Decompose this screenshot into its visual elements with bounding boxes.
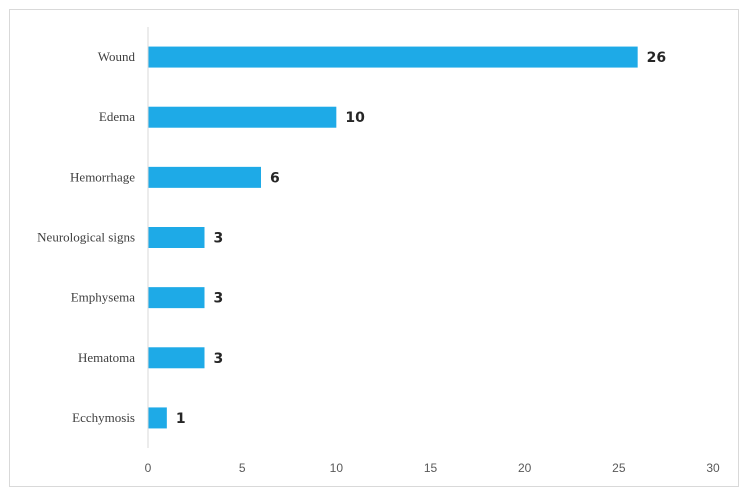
x-tick-label: 25 [612,461,626,475]
category-label: Wound [98,49,136,64]
x-tick-labels: 0 5 10 15 20 25 30 [145,461,720,475]
bar-neurological-signs [148,227,205,248]
category-labels: Wound Edema Hemorrhage Neurological signs Em… [37,49,135,425]
category-label: Edema [99,109,135,124]
bar-ecchymosis [148,407,167,429]
data-labels: 26 10 6 3 3 3 1 [176,50,666,427]
x-tick-label: 30 [706,461,720,475]
data-label: 3 [214,291,224,307]
category-label: Hemorrhage [70,169,135,184]
data-label: 6 [270,170,280,186]
bars-group [148,46,638,429]
x-tick-label: 0 [145,461,152,475]
data-label: 1 [176,411,186,427]
x-tick-label: 15 [424,461,438,475]
bar-hematoma [148,347,205,369]
chart-frame [9,9,739,487]
bar-emphysema [148,287,205,309]
data-label: 3 [214,231,224,247]
x-tick-label: 20 [518,461,532,475]
data-label: 10 [345,110,365,126]
bar-edema [148,106,337,128]
x-tick-label: 10 [330,461,344,475]
category-label: Ecchymosis [72,410,135,425]
data-label: 3 [214,351,224,367]
bar-hemorrhage [148,166,261,188]
data-label: 26 [647,50,666,66]
bar-wound [148,46,638,68]
category-label: Neurological signs [37,230,135,245]
x-tick-label: 5 [239,461,246,475]
category-label: Emphysema [71,290,135,305]
category-label: Hematoma [78,350,135,365]
